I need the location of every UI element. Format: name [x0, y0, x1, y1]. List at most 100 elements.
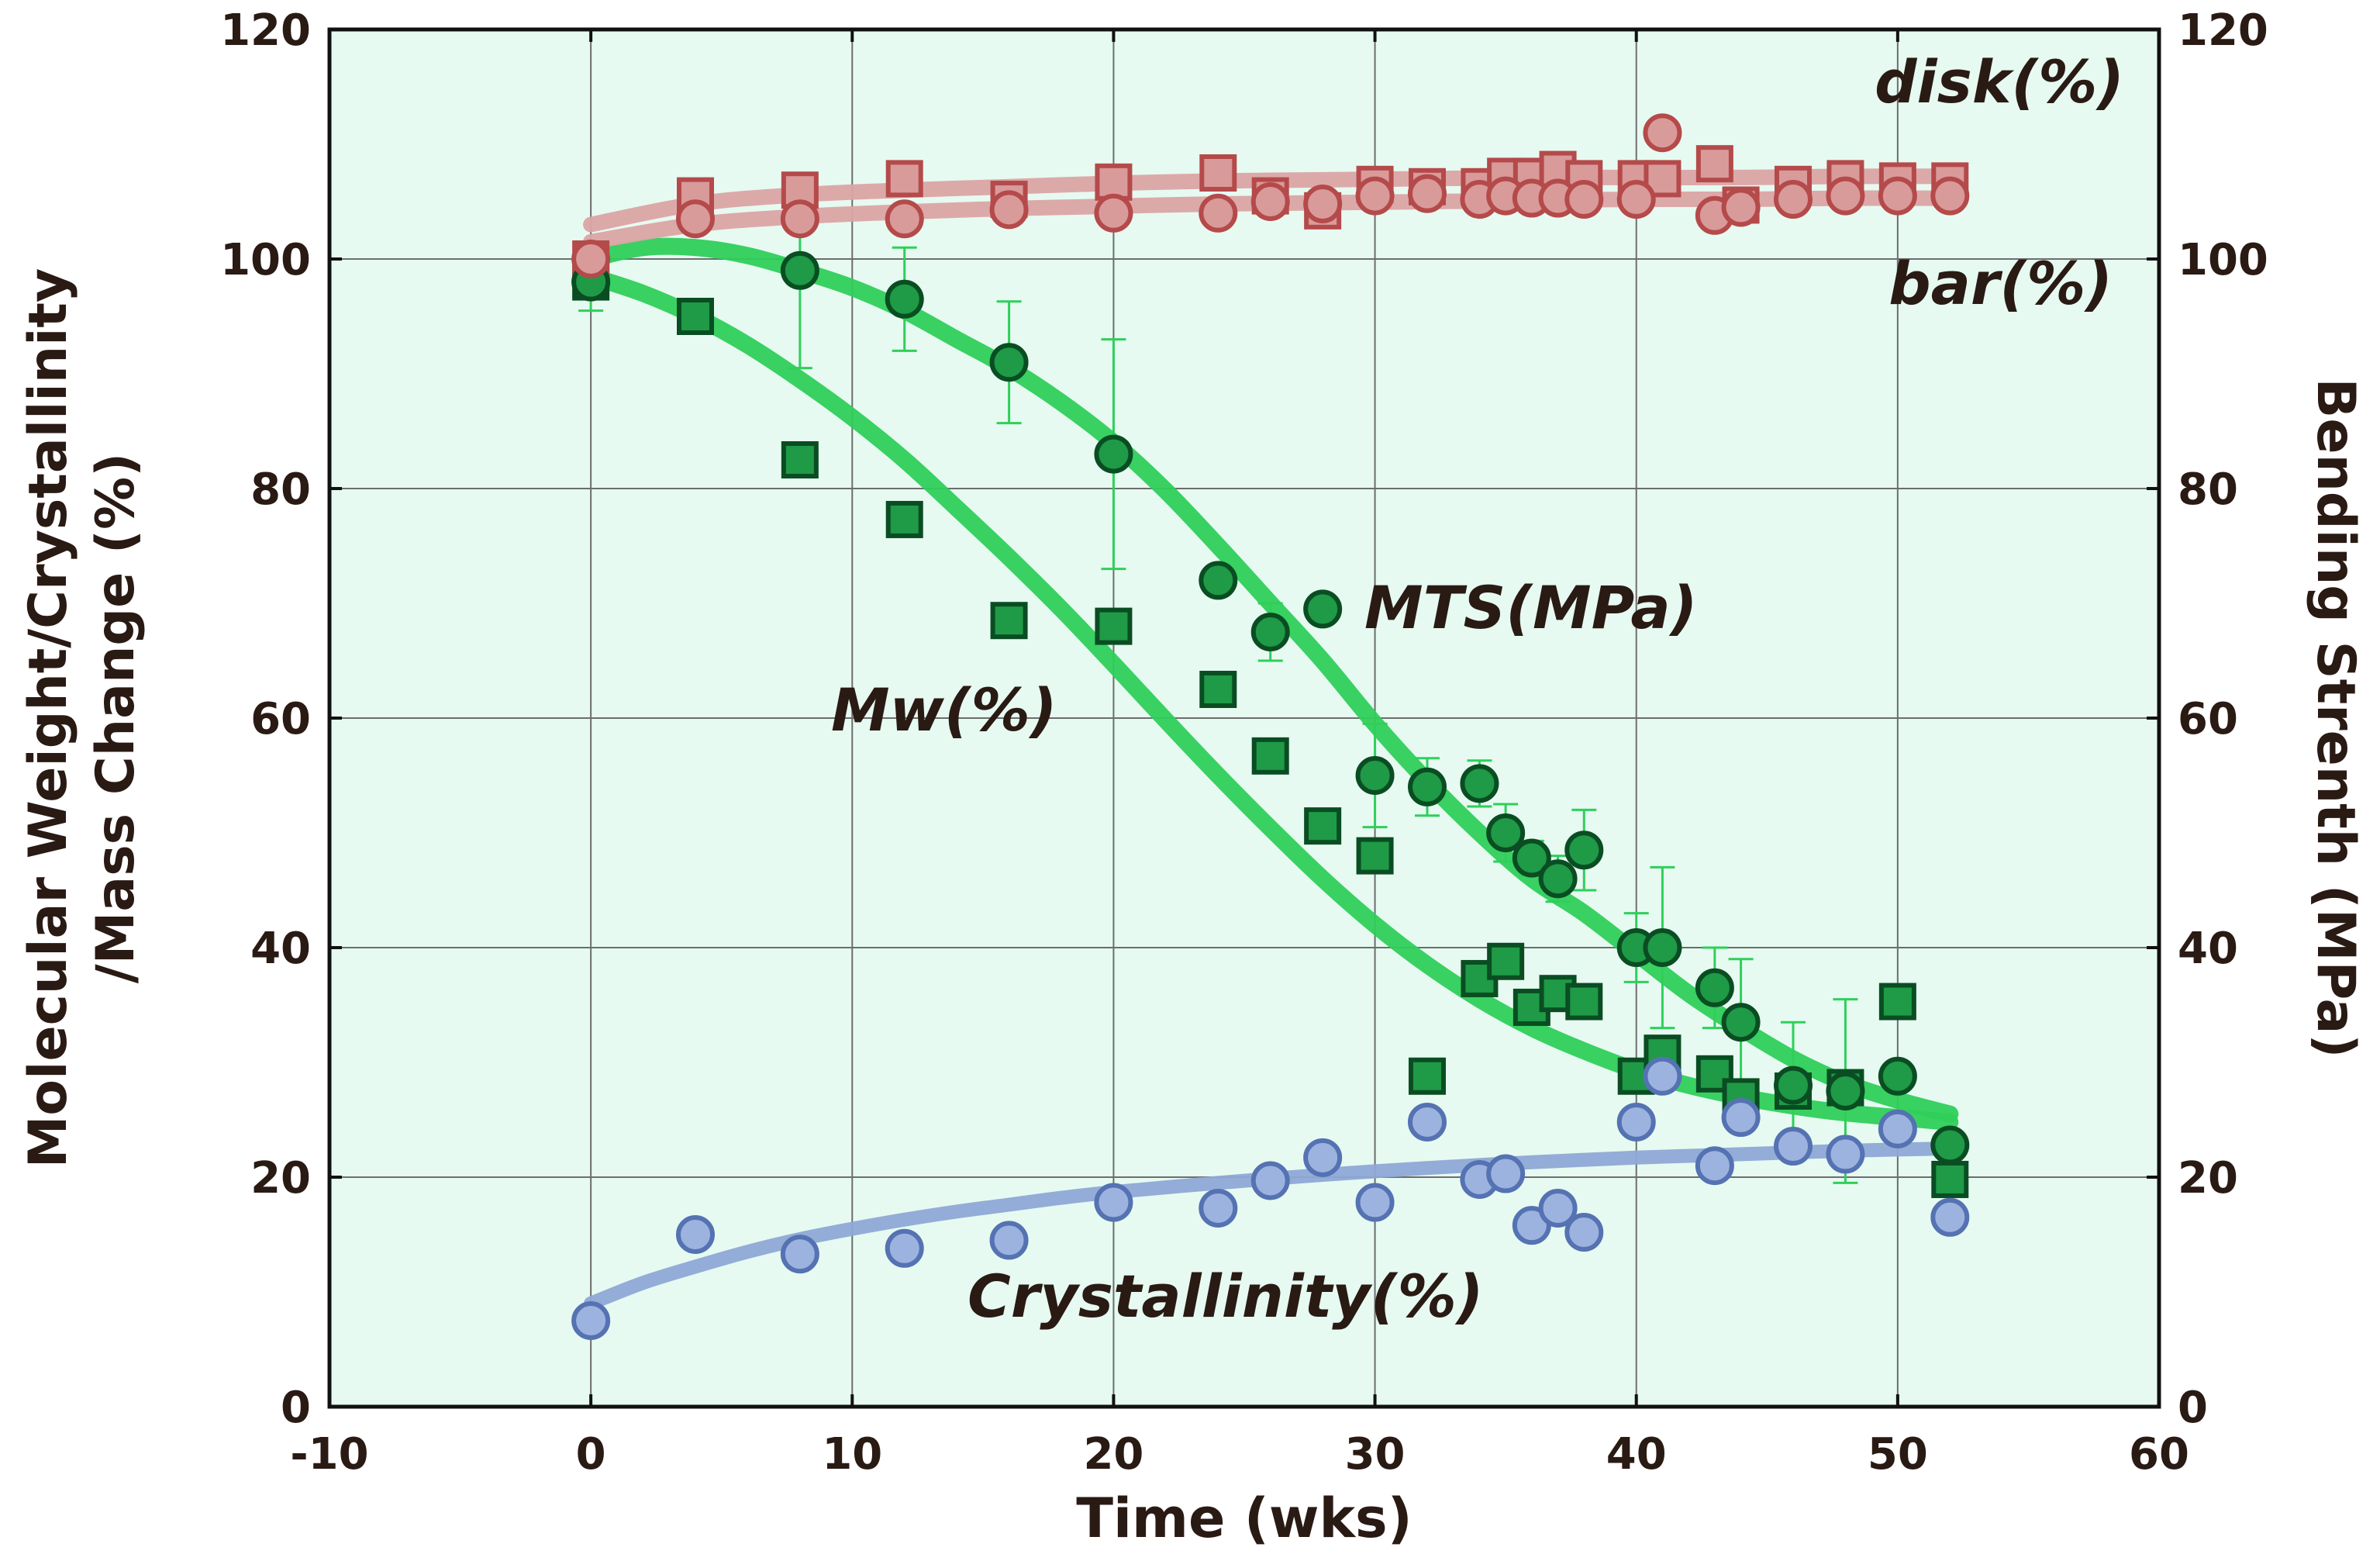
- point-crystallinity: [989, 1221, 1029, 1260]
- point-disk: [885, 160, 923, 198]
- x-tick-label: 50: [1868, 1429, 1928, 1480]
- point-crystallinity: [1408, 1102, 1447, 1141]
- x-tick-label: -10: [290, 1429, 368, 1480]
- point-mts-mpa: [1512, 838, 1551, 878]
- x-tick-label: 60: [2129, 1429, 2189, 1480]
- y-tick-label-left: 100: [220, 235, 311, 285]
- point-bar: [1564, 180, 1604, 219]
- point-mts-mpa: [1303, 589, 1343, 629]
- point-crystallinity: [1355, 1183, 1395, 1222]
- point-crystallinity: [1695, 1146, 1734, 1186]
- x-tick-label: 0: [576, 1429, 606, 1480]
- point-mts-mpa: [1564, 831, 1604, 870]
- point-crystallinity: [1303, 1138, 1343, 1177]
- point-disk: [1199, 154, 1237, 192]
- point-crystallinity: [1538, 1188, 1578, 1228]
- point-mw: [1251, 737, 1289, 775]
- point-bar: [1826, 176, 1865, 216]
- point-mts-mpa: [1643, 928, 1682, 967]
- point-mw: [1356, 837, 1394, 875]
- point-bar: [1930, 176, 1970, 216]
- point-mts-mpa: [1460, 764, 1499, 803]
- x-axis-label: Time (wks): [1076, 1487, 1412, 1550]
- point-mts-mpa: [1355, 756, 1395, 795]
- left-axis-label-line1: Molecular Weight/Crystallinity: [18, 268, 79, 1168]
- point-mw: [1878, 983, 1916, 1021]
- point-crystallinity: [1250, 1161, 1290, 1200]
- point-crystallinity: [1774, 1127, 1813, 1166]
- point-mw: [885, 500, 923, 538]
- point-crystallinity: [1930, 1197, 1970, 1237]
- y-tick-label-left: 0: [281, 1383, 311, 1433]
- point-mts-mpa: [1094, 434, 1133, 474]
- point-mts-mpa: [1538, 859, 1578, 899]
- point-mts-mpa: [1774, 1065, 1813, 1105]
- point-bar: [1721, 188, 1761, 227]
- fit-curve-mts-fit: [582, 237, 1959, 1123]
- point-mw: [677, 298, 714, 335]
- point-crystallinity: [1199, 1188, 1238, 1228]
- left-axis-label-line2: /Mass Change (%): [85, 453, 147, 983]
- point-mw: [990, 602, 1028, 640]
- point-bar: [780, 199, 819, 239]
- point-bar: [1643, 113, 1682, 153]
- point-bar: [885, 199, 924, 239]
- y-tick-label-left: 120: [220, 5, 311, 56]
- annotation-bar: bar(%): [1888, 249, 2113, 318]
- point-bar: [571, 240, 611, 278]
- point-mw: [1199, 671, 1237, 708]
- point-mw: [1487, 942, 1525, 980]
- point-mts-mpa: [1486, 813, 1526, 852]
- point-mw: [1931, 1160, 1969, 1198]
- x-tick-label: 30: [1345, 1429, 1406, 1480]
- point-crystallinity: [676, 1215, 715, 1254]
- point-crystallinity: [780, 1235, 819, 1274]
- y-tick-label-left: 80: [250, 465, 311, 515]
- point-mw: [781, 441, 819, 478]
- point-crystallinity: [1512, 1206, 1551, 1245]
- point-bar: [1408, 174, 1447, 213]
- point-mts-mpa: [1408, 767, 1447, 806]
- point-bar: [1355, 176, 1395, 216]
- point-bar: [989, 190, 1029, 230]
- annotation-mts: MTS(MPa): [1364, 573, 1697, 642]
- data-markers: [571, 113, 1970, 1340]
- point-crystallinity: [1564, 1213, 1604, 1252]
- point-mw: [1095, 607, 1133, 645]
- y-tick-label-right: 80: [2178, 465, 2238, 515]
- grid: [329, 29, 2159, 1407]
- point-bar: [1774, 180, 1813, 219]
- point-crystallinity: [1826, 1135, 1865, 1174]
- point-mts-mpa: [1878, 1056, 1917, 1096]
- point-disk: [1695, 145, 1733, 183]
- point-mw: [1304, 807, 1342, 845]
- right-axis-label: Bending Strenth (MPa): [2305, 378, 2366, 1059]
- point-mts-mpa: [1250, 613, 1290, 651]
- y-tick-label-left: 40: [250, 924, 311, 974]
- point-bar: [1094, 193, 1133, 233]
- point-mts-mpa: [1695, 968, 1734, 1007]
- x-tick-label: 40: [1606, 1429, 1667, 1480]
- y-tick-label-right: 0: [2178, 1383, 2208, 1433]
- point-crystallinity: [1878, 1109, 1917, 1148]
- point-bar: [676, 199, 715, 239]
- point-mts-mpa: [780, 250, 819, 290]
- point-bar: [1199, 193, 1238, 233]
- x-tick-label: 10: [822, 1429, 882, 1480]
- point-mts-mpa: [885, 279, 924, 319]
- point-mts-mpa: [989, 343, 1029, 382]
- y-tick-label-right: 120: [2178, 5, 2268, 56]
- point-mts-mpa: [1199, 561, 1238, 600]
- x-tick-label: 20: [1083, 1429, 1143, 1480]
- y-tick-label-right: 60: [2178, 694, 2238, 744]
- point-mts-mpa: [1826, 1072, 1865, 1110]
- y-tick-label-right: 40: [2178, 924, 2238, 974]
- y-tick-label-left: 20: [250, 1153, 311, 1204]
- y-tick-label-right: 20: [2178, 1153, 2238, 1204]
- y-tick-label-left: 60: [250, 694, 311, 744]
- annotation-mw: Mw(%): [831, 675, 1057, 744]
- point-crystallinity: [885, 1228, 924, 1268]
- point-bar: [1616, 180, 1656, 219]
